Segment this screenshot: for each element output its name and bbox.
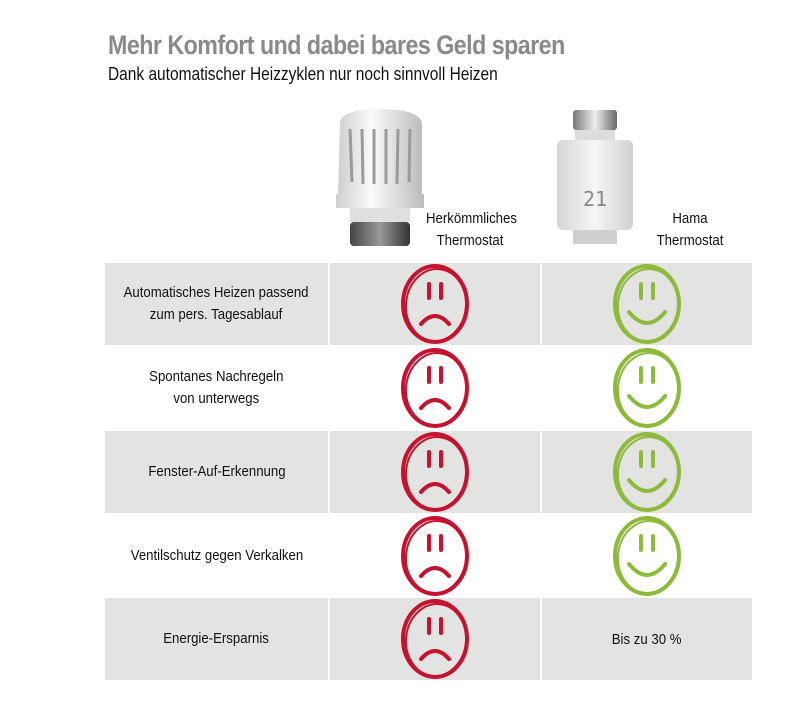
comparison-row: Energie-Ersparnis Bis zu 30 % (105, 598, 752, 680)
label-line: Thermostat (436, 232, 504, 249)
hama-cell (542, 347, 752, 429)
feature-label: Fenster-Auf-Erkennung (147, 463, 286, 480)
label-line: Thermostat (656, 232, 724, 249)
feature-cell: Automatisches Heizen passend zum pers. T… (105, 263, 328, 345)
comparison-row: Fenster-Auf-Erkennung (105, 431, 752, 513)
feature-cell: Energie-Ersparnis (105, 598, 328, 680)
feature-label: Automatisches Heizen passend zum pers. T… (124, 284, 309, 323)
sad-face-icon (401, 432, 469, 512)
comparison-row: Spontanes Nachregeln von unterwegs (105, 347, 752, 429)
happy-face-icon (613, 432, 681, 512)
conventional-cell (330, 598, 540, 680)
feature-cell: Fenster-Auf-Erkennung (105, 431, 328, 513)
conventional-cell (330, 263, 540, 345)
hama-cell (542, 515, 752, 597)
conventional-thermostat-image (336, 109, 424, 246)
sad-face-icon (401, 264, 469, 344)
conventional-cell (330, 347, 540, 429)
conventional-thermostat-label: Herkömmliches Thermostat (426, 208, 517, 252)
label-line: Herkömmliches (426, 210, 517, 227)
happy-face-icon (613, 348, 681, 428)
feature-label: Spontanes Nachregeln von unterwegs (149, 368, 284, 407)
comparison-row: Automatisches Heizen passend zum pers. T… (105, 263, 752, 345)
sad-face-icon (401, 516, 469, 596)
hama-display: 21 (583, 187, 607, 211)
hama-cell (542, 431, 752, 513)
hama-thermostat-image: 21 (557, 110, 633, 244)
hama-thermostat-label: Hama Thermostat (646, 208, 734, 252)
comparison-row: Ventilschutz gegen Verkalken (105, 515, 752, 597)
hama-cell (542, 263, 752, 345)
savings-value: Bis zu 30 % (612, 630, 682, 648)
sad-face-icon (401, 348, 469, 428)
happy-face-icon (613, 264, 681, 344)
feature-label: Energie-Ersparnis (163, 630, 270, 647)
page-subtitle: Dank automatischer Heizzyklen nur noch s… (108, 64, 498, 84)
feature-cell: Spontanes Nachregeln von unterwegs (105, 347, 328, 429)
sad-face-icon (401, 599, 469, 679)
feature-cell: Ventilschutz gegen Verkalken (105, 515, 328, 597)
page-title: Mehr Komfort und dabei bares Geld sparen (108, 30, 565, 60)
feature-label: Ventilschutz gegen Verkalken (130, 547, 303, 564)
label-line: Hama (672, 210, 708, 227)
hama-cell: Bis zu 30 % (542, 598, 752, 680)
conventional-cell (330, 515, 540, 597)
conventional-cell (330, 431, 540, 513)
happy-face-icon (613, 516, 681, 596)
